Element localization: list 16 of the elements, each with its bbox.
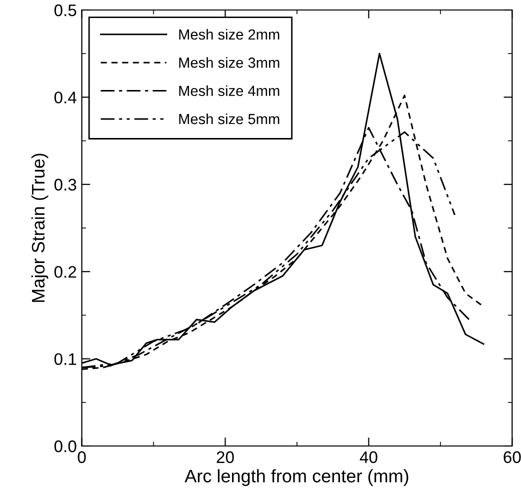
y-tick-label: 0.0 [54,440,76,452]
y-tick-label: 0.3 [54,178,76,191]
x-tick-label: 0 [78,451,86,464]
x-axis-title: Arc length from center (mm) [184,469,408,486]
legend-label: Mesh size 3mm [179,57,280,68]
y-tick-label: 0.4 [54,92,76,104]
y-tick-label: 0.2 [54,266,76,278]
y-axis-title: Major Strain (True) [31,154,48,302]
x-tick-label: 20 [216,451,234,464]
y-tick-label: 0.1 [54,353,76,366]
x-tick-label: 40 [360,451,378,464]
legend-label: Mesh size 4mm [179,85,280,96]
x-tick-label: 60 [504,451,521,464]
legend-label: Mesh size 2mm [179,28,280,40]
legend-label: Mesh size 5mm [179,113,280,124]
y-tick-label: 0.5 [54,4,76,16]
